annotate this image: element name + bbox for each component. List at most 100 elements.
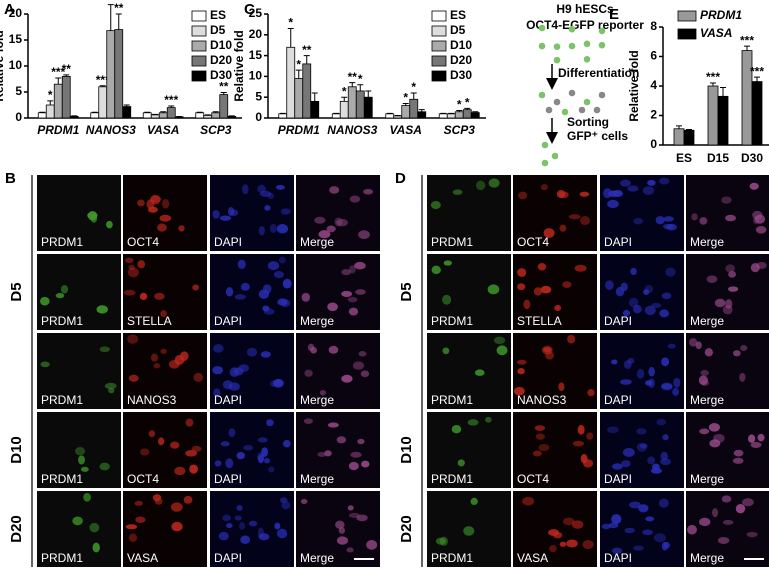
stain-label: OCT4	[127, 472, 159, 486]
micrograph-bg	[37, 333, 121, 409]
micrograph-bg	[296, 254, 380, 330]
cell	[611, 359, 618, 365]
cell-icon	[598, 27, 606, 35]
cell	[577, 424, 585, 435]
cell	[178, 225, 185, 232]
error-bar	[91, 111, 98, 113]
error-bar	[287, 28, 294, 48]
cell	[276, 224, 289, 234]
error-bar	[676, 125, 682, 129]
cell	[568, 214, 581, 220]
cell	[234, 294, 246, 300]
stain-label: Merge	[690, 314, 724, 328]
micrograph: PRDM1	[427, 175, 511, 251]
bar	[53, 83, 63, 119]
bar	[219, 94, 229, 119]
bar	[114, 29, 124, 119]
cell	[652, 463, 660, 471]
stain-label: Merge	[300, 393, 334, 407]
row-label: D10	[8, 436, 25, 464]
cell	[74, 446, 86, 456]
cell	[360, 370, 370, 378]
cell-icon	[568, 42, 576, 50]
diagram-title: H9 hESCs	[556, 2, 614, 16]
cell	[627, 185, 639, 192]
cell	[257, 454, 265, 464]
legend-swatch	[431, 10, 447, 22]
cell-icon	[583, 56, 591, 63]
cell	[193, 372, 204, 382]
legend-label: D20	[210, 53, 232, 67]
micrograph: DAPI	[600, 491, 684, 567]
micrograph: STELLA	[513, 254, 597, 330]
cell	[213, 388, 221, 397]
bar	[106, 30, 116, 119]
cell	[262, 284, 272, 294]
cell	[709, 439, 721, 448]
stain-label: DAPI	[214, 472, 242, 486]
stain-label: PRDM1	[41, 551, 83, 565]
cell	[336, 218, 348, 227]
significance: *	[296, 57, 301, 71]
y-tick-label: 8	[650, 19, 657, 33]
cell	[258, 533, 270, 541]
cell	[608, 522, 619, 529]
cell	[632, 545, 644, 551]
micrograph-bg	[210, 491, 294, 567]
stain-label: PRDM1	[431, 472, 473, 486]
significance: *	[358, 72, 363, 86]
cell	[699, 517, 711, 527]
cell	[219, 215, 232, 221]
error-bar	[212, 111, 219, 113]
micrograph-bg	[600, 491, 684, 567]
cell	[257, 184, 266, 193]
cell	[366, 540, 378, 550]
micrograph-bg	[296, 491, 380, 567]
cell	[174, 466, 186, 476]
micrograph: OCT4	[123, 412, 207, 488]
bar	[355, 90, 365, 119]
cell	[276, 528, 288, 539]
cell	[336, 436, 347, 444]
cell-icon	[583, 40, 591, 48]
cell	[704, 348, 714, 357]
stain-label: VASA	[517, 551, 548, 565]
legend-label: VASA	[700, 26, 732, 40]
cell	[185, 449, 198, 457]
cell	[87, 210, 98, 221]
cell	[725, 214, 737, 222]
cell	[755, 225, 767, 234]
cell	[234, 367, 244, 376]
cell	[225, 287, 234, 297]
cell	[171, 521, 183, 532]
panel-label: D	[395, 170, 406, 187]
significance: *	[48, 88, 53, 102]
cell	[435, 537, 446, 545]
bar	[195, 112, 205, 119]
micrograph-bg	[600, 412, 684, 488]
stain-label: PRDM1	[431, 314, 473, 328]
y-tick-label: 10	[9, 58, 23, 72]
error-bar	[357, 84, 364, 91]
cell	[104, 382, 117, 390]
cell	[540, 184, 548, 191]
diagram: H9 hESCs OCT4-EGFP reporter Differentiat…	[526, 2, 644, 144]
cell	[695, 341, 702, 350]
cell	[655, 216, 665, 225]
cell	[663, 541, 671, 549]
cell	[487, 284, 500, 295]
bar	[363, 96, 373, 119]
legend-label: D10	[450, 38, 472, 52]
row-label: D20	[398, 515, 415, 543]
row-label: D5	[8, 282, 25, 301]
cell	[349, 195, 361, 203]
cell	[257, 452, 265, 462]
cell	[150, 353, 159, 362]
cell-icon	[561, 108, 569, 116]
significance: ***	[750, 64, 764, 78]
cell	[714, 298, 726, 308]
cell-icon	[551, 152, 559, 160]
cell	[123, 289, 136, 296]
x-tick-label: SCP3	[444, 123, 476, 137]
legend-swatch	[191, 25, 207, 37]
